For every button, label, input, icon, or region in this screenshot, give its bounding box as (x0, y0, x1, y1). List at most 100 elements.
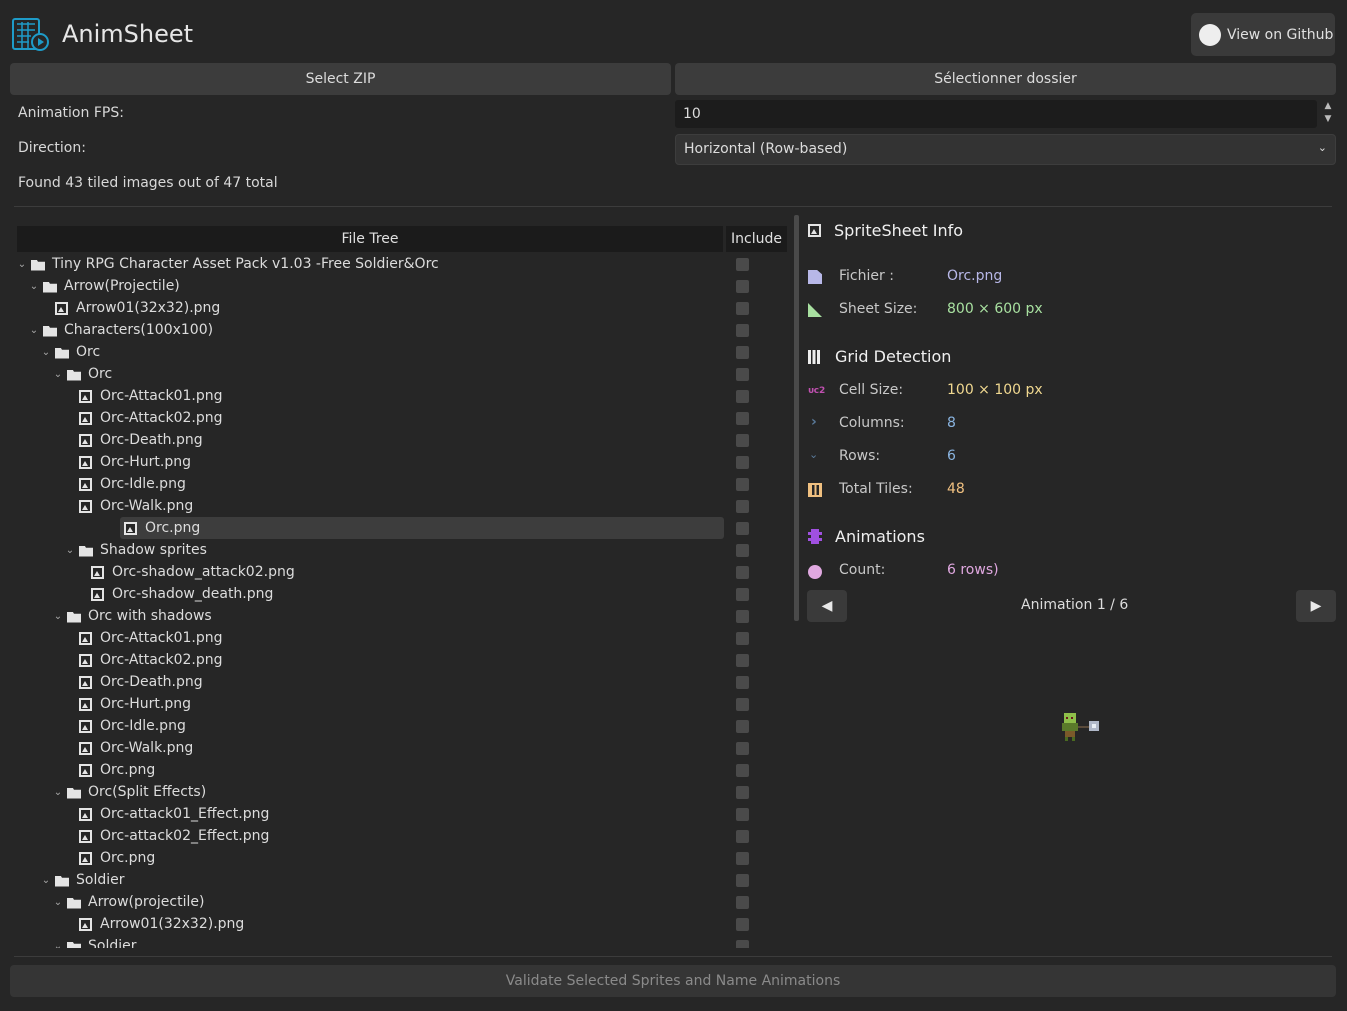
tree-row[interactable]: Arrow01(32x32).png (16, 913, 724, 935)
next-animation-button[interactable]: ▶ (1296, 590, 1336, 622)
include-checkbox[interactable] (736, 698, 749, 711)
include-checkbox[interactable] (736, 676, 749, 689)
fps-spinner[interactable]: ▲ ▼ (1320, 100, 1336, 128)
tree-row[interactable]: Orc-attack01_Effect.png (16, 803, 724, 825)
include-checkbox[interactable] (736, 390, 749, 403)
include-checkbox[interactable] (736, 258, 749, 271)
chevron-down-icon[interactable]: ⌄ (41, 874, 51, 886)
tree-row[interactable]: Orc-Walk.png (16, 737, 724, 759)
chevron-down-icon[interactable]: ⌄ (53, 786, 63, 798)
include-checkbox[interactable] (736, 830, 749, 843)
include-checkbox[interactable] (736, 500, 749, 513)
include-checkbox[interactable] (736, 280, 749, 293)
chevron-down-icon[interactable]: ⌄ (53, 368, 63, 380)
select-zip-button[interactable]: Select ZIP (10, 63, 671, 95)
github-button[interactable]: View on Github (1191, 13, 1335, 56)
chevron-down-icon[interactable]: ⌄ (29, 280, 39, 292)
tree-row[interactable]: Orc-attack02_Effect.png (16, 825, 724, 847)
folder-icon (31, 259, 45, 271)
chevron-down-icon[interactable]: ⌄ (65, 544, 75, 556)
include-checkbox[interactable] (736, 412, 749, 425)
splitter-handle[interactable] (794, 215, 799, 621)
tree-row[interactable]: ⌄ Orc (16, 341, 724, 363)
folder-icon (67, 897, 81, 909)
include-checkbox[interactable] (736, 808, 749, 821)
tree-row[interactable]: ⌄ Arrow(Projectile) (16, 275, 724, 297)
tree-row[interactable]: Orc-Idle.png (16, 473, 724, 495)
include-checkbox[interactable] (736, 852, 749, 865)
include-checkbox[interactable] (736, 764, 749, 777)
tree-row[interactable]: ⌄ Characters(100x100) (16, 319, 724, 341)
tree-row[interactable]: Orc-shadow_death.png (16, 583, 724, 605)
tree-row[interactable]: Orc-Walk.png (16, 495, 724, 517)
tree-row[interactable]: ⌄ Orc (16, 363, 724, 385)
tree-row[interactable]: Orc.png (16, 759, 724, 781)
tree-row[interactable]: ⌄ Arrow(projectile) (16, 891, 724, 913)
tree-row[interactable]: Orc-Hurt.png (16, 693, 724, 715)
chevron-down-icon[interactable]: ⌄ (41, 346, 51, 358)
include-checkbox[interactable] (736, 742, 749, 755)
fps-input[interactable]: 10 (675, 100, 1317, 128)
tree-row[interactable]: Orc-Attack02.png (16, 407, 724, 429)
include-checkbox[interactable] (736, 896, 749, 909)
tree-row[interactable]: Orc-Hurt.png (16, 451, 724, 473)
folder-icon (67, 611, 81, 623)
prev-animation-button[interactable]: ◀ (807, 590, 847, 622)
include-checkbox[interactable] (736, 874, 749, 887)
tree-row[interactable]: Arrow01(32x32).png (16, 297, 724, 319)
film-reel-icon (808, 565, 822, 579)
include-checkbox[interactable] (736, 588, 749, 601)
include-checkbox[interactable] (736, 368, 749, 381)
include-checkbox[interactable] (736, 478, 749, 491)
chevron-down-icon[interactable]: ⌄ (53, 610, 63, 622)
spin-down-icon[interactable]: ▼ (1324, 114, 1332, 124)
include-checkbox[interactable] (736, 544, 749, 557)
include-checkbox[interactable] (736, 434, 749, 447)
tree-row[interactable]: Orc-Idle.png (16, 715, 724, 737)
include-header[interactable]: Include (726, 226, 787, 252)
include-checkbox[interactable] (736, 654, 749, 667)
file-tree-header[interactable]: File Tree (17, 226, 723, 252)
include-checkbox[interactable] (736, 786, 749, 799)
tree-row[interactable]: ⌄ Soldier (16, 869, 724, 891)
file-label: Fichier : (839, 268, 894, 284)
chevron-down-icon[interactable]: ⌄ (53, 896, 63, 908)
tree-row[interactable]: ⌄ Orc with shadows (16, 605, 724, 627)
include-checkbox[interactable] (736, 324, 749, 337)
include-checkbox[interactable] (736, 918, 749, 931)
tree-row-label: Arrow(projectile) (88, 894, 205, 910)
tree-row[interactable]: ⌄ Orc(Split Effects) (16, 781, 724, 803)
tree-row[interactable]: Orc.png (16, 847, 724, 869)
validate-button[interactable]: Validate Selected Sprites and Name Anima… (10, 965, 1336, 997)
select-folder-button[interactable]: Sélectionner dossier (675, 63, 1336, 95)
folder-icon (67, 369, 81, 381)
tree-row[interactable]: ⌄ Soldier (16, 935, 724, 948)
tree-row-label: Orc-Death.png (100, 674, 203, 690)
include-checkbox[interactable] (736, 632, 749, 645)
tree-row[interactable]: Orc-Attack01.png (16, 627, 724, 649)
include-checkbox[interactable] (736, 456, 749, 469)
tree-row[interactable]: Orc-Attack02.png (16, 649, 724, 671)
include-checkbox[interactable] (736, 522, 749, 535)
chevron-down-icon[interactable]: ⌄ (53, 940, 63, 949)
tree-row[interactable]: ⌄ Shadow sprites (16, 539, 724, 561)
include-checkbox[interactable] (736, 720, 749, 733)
image-file-icon (79, 455, 92, 469)
spin-up-icon[interactable]: ▲ (1324, 101, 1332, 111)
tree-row[interactable]: Orc.png (120, 517, 724, 539)
tree-row[interactable]: Orc-Death.png (16, 671, 724, 693)
include-checkbox[interactable] (736, 346, 749, 359)
tree-row[interactable]: Orc-Attack01.png (16, 385, 724, 407)
direction-select[interactable]: Horizontal (Row-based) ⌄ (675, 134, 1336, 165)
include-checkbox[interactable] (736, 566, 749, 579)
include-checkbox[interactable] (736, 610, 749, 623)
chevron-down-icon[interactable]: ⌄ (29, 324, 39, 336)
tree-row[interactable]: Orc-Death.png (16, 429, 724, 451)
tree-row-label: Orc-Attack01.png (100, 630, 223, 646)
image-file-icon (79, 917, 92, 931)
include-checkbox[interactable] (736, 302, 749, 315)
include-checkbox[interactable] (736, 940, 749, 948)
tree-row[interactable]: ⌄ Tiny RPG Character Asset Pack v1.03 -Fr… (16, 253, 724, 275)
tree-row[interactable]: Orc-shadow_attack02.png (16, 561, 724, 583)
chevron-down-icon[interactable]: ⌄ (17, 258, 27, 270)
